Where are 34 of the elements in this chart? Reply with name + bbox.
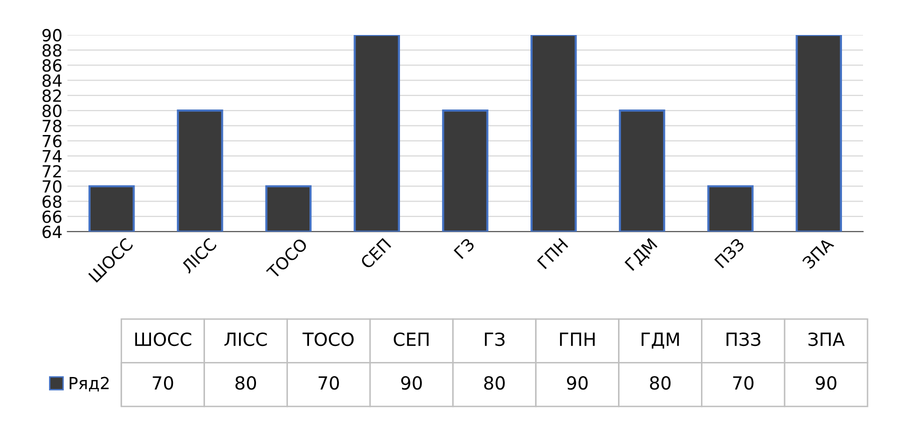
y-tick-label: 70 bbox=[42, 180, 62, 193]
data-label: 70 bbox=[733, 376, 754, 390]
data-label: 80 bbox=[235, 376, 256, 390]
y-tick-label: 74 bbox=[42, 150, 62, 162]
y-tick-label: 82 bbox=[42, 89, 61, 102]
y-tick-label: 88 bbox=[42, 44, 62, 57]
category-label: ЗПА bbox=[808, 332, 845, 346]
y-tick-label: 84 bbox=[42, 74, 62, 87]
category-label: ШОСС bbox=[135, 332, 192, 346]
data-label: 70 bbox=[152, 376, 174, 390]
category-label: ГЗ bbox=[484, 332, 505, 346]
category-label: СЕП bbox=[394, 332, 429, 346]
y-tick-label: 64 bbox=[42, 226, 62, 238]
category-label: ГДМ bbox=[642, 332, 679, 349]
data-label: 70 bbox=[318, 376, 339, 390]
y-tick-label: 66 bbox=[42, 210, 62, 224]
y-tick-label: 72 bbox=[42, 165, 61, 178]
y-tick-label: 80 bbox=[42, 104, 62, 118]
category-label: ПЗЗ bbox=[726, 332, 760, 346]
y-tick-label: 90 bbox=[42, 28, 62, 42]
category-label: ТОСО bbox=[302, 332, 354, 346]
category-label: ЛІСС bbox=[224, 332, 267, 346]
y-tick-label: 78 bbox=[42, 120, 62, 132]
category-label: ГПН bbox=[560, 332, 595, 346]
data-label: 90 bbox=[401, 376, 422, 390]
data-label: 90 bbox=[816, 376, 836, 390]
legend-label: Ряд2 bbox=[70, 376, 109, 392]
x-tick-label: ГЗ bbox=[454, 237, 476, 260]
data-label: 80 bbox=[484, 376, 505, 390]
y-tick-label: 76 bbox=[42, 134, 62, 148]
y-tick-label: 86 bbox=[42, 59, 62, 72]
data-label: 80 bbox=[650, 376, 671, 390]
y-tick-label: 68 bbox=[42, 195, 62, 208]
data-label: 90 bbox=[567, 376, 588, 390]
